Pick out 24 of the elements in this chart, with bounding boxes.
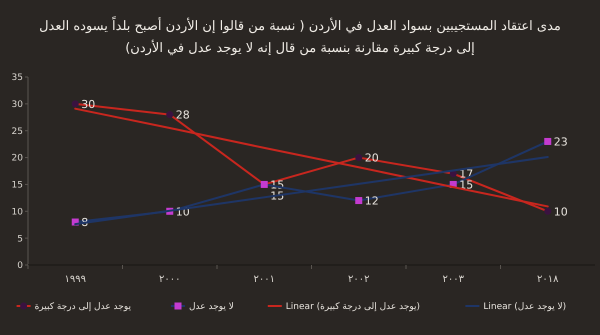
y-tick-label: 30 [12,100,24,110]
x-tick-label: ٢٠٠٠ [159,274,180,285]
data-label: 15 [459,178,474,192]
legend-label: يوجد عدل إلى درجة كبيرة [34,302,132,312]
x-tick-label: ٢٠١٨ [537,274,560,285]
y-tick-label: 0 [17,261,24,272]
data-label: 28 [176,108,190,122]
x-tick-label: ٢٠٠١ [254,274,275,285]
y-tick-label: 15 [12,180,23,191]
y-tick-label: 5 [17,234,23,244]
chart-title: مدى اعتقاد المستجيبين بسواد العدل في الأردن ( نسبة من قالوا إن الأردن أصبح بلداً يسوده العدل إلى درجة كبيرة مقارنة بنسبة من قال إنه لا يوجد عدل في الأردن) [39,16,561,56]
data-label: 10 [554,205,568,218]
x-tick-label: ٢٠٠٢ [348,274,370,285]
legend-label: Linear (لا يوجد عدل) [483,302,566,312]
y-tick-label: 35 [12,73,23,84]
x-tick-label: ١٩٩٩ [64,274,86,285]
x-tick-label: ٢٠٠٣ [442,274,465,285]
y-tick-label: 25 [12,126,23,137]
legend-label: Linear (يوجد عدل إلى درجة كبيرة) [286,302,420,312]
data-label: 12 [364,194,379,208]
y-tick-label: 20 [12,154,24,164]
y-tick-label: 10 [12,207,24,218]
data-label: 23 [554,135,568,148]
legend-label: لا يوجد عدل [189,302,234,312]
